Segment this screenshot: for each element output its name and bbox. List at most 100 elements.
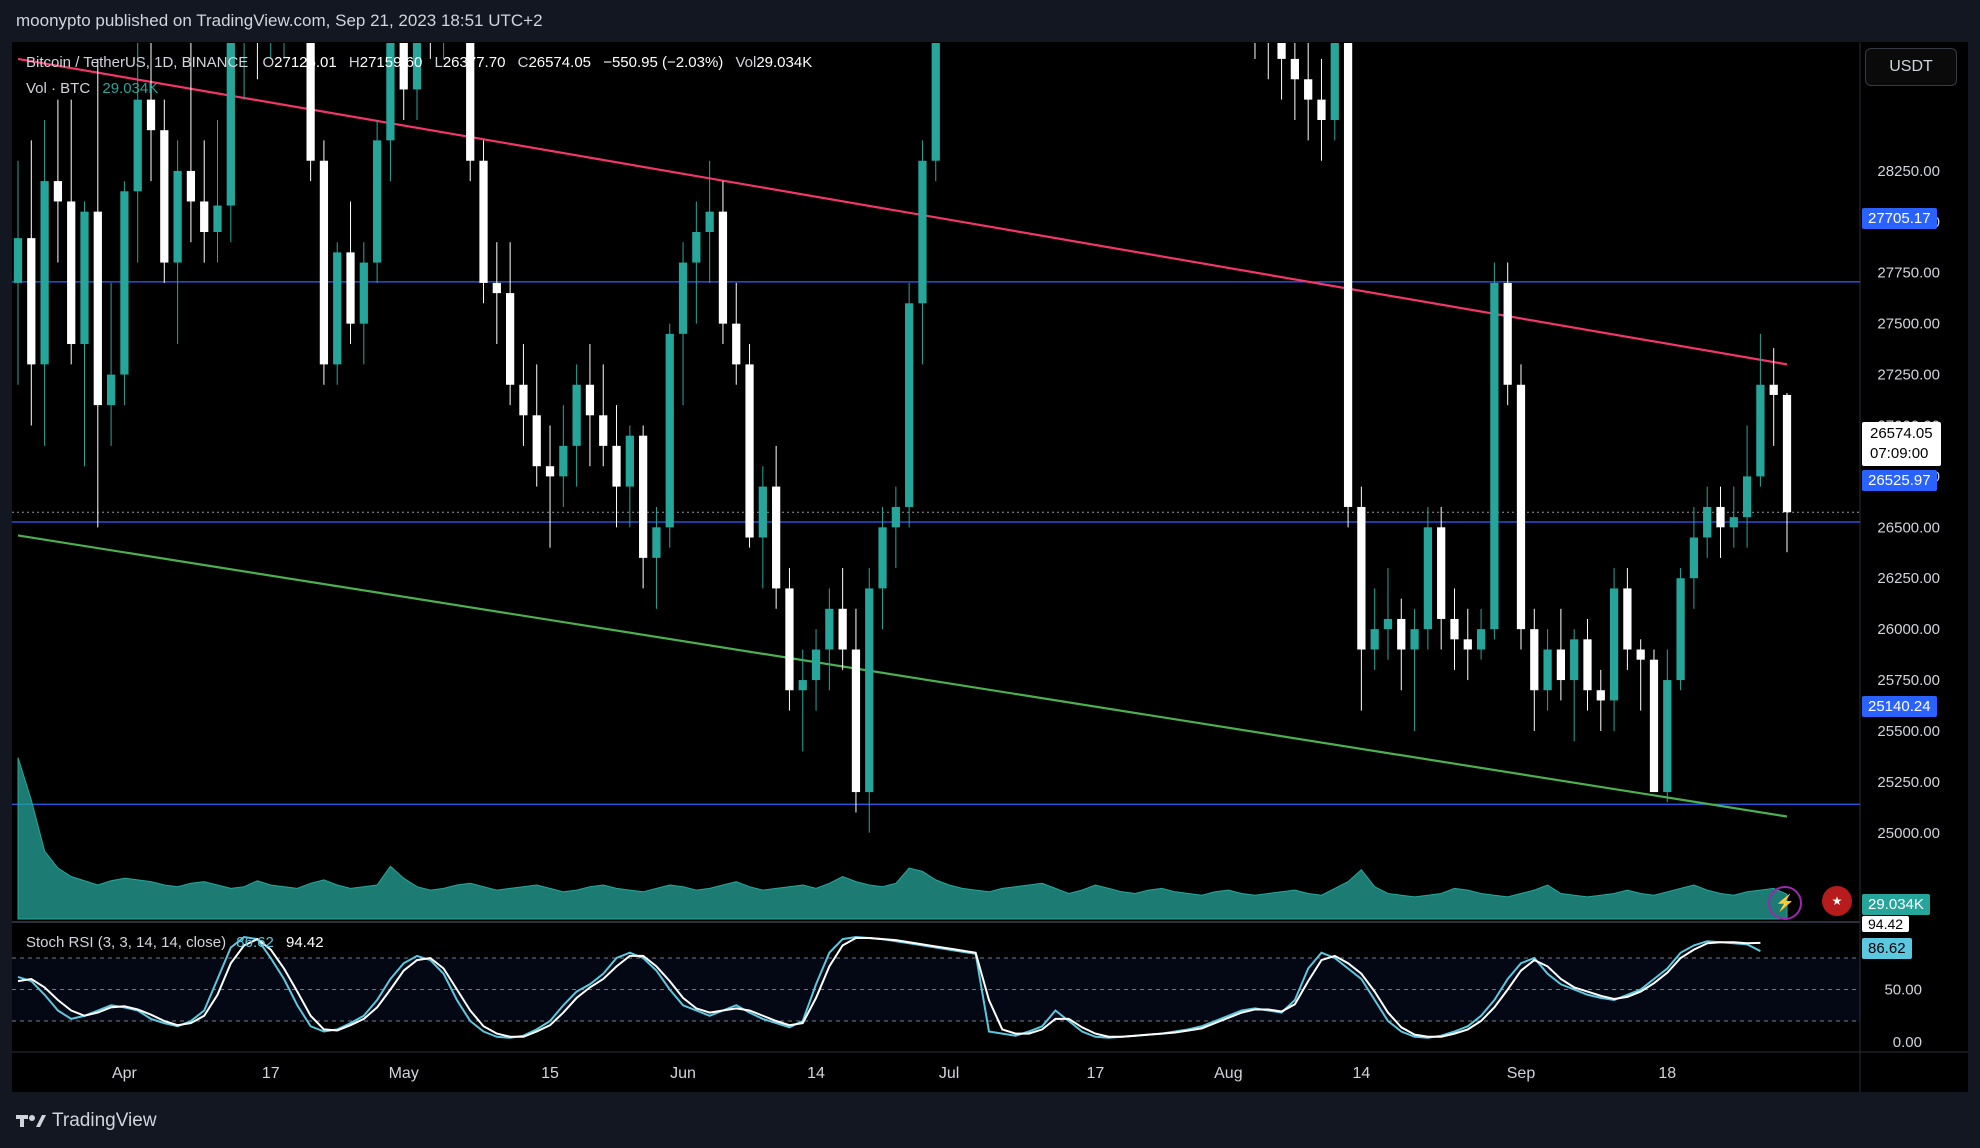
candle-body[interactable] — [1583, 639, 1592, 691]
candle-body[interactable] — [1450, 618, 1459, 640]
candle-body[interactable] — [1636, 649, 1645, 660]
candle-body[interactable] — [319, 160, 329, 365]
candle-body[interactable] — [1423, 527, 1433, 630]
candle-body[interactable] — [1769, 384, 1778, 395]
candle-body[interactable] — [532, 415, 541, 467]
candle-body[interactable] — [1476, 629, 1486, 650]
candle-body[interactable] — [718, 211, 728, 324]
candle-body[interactable] — [1649, 659, 1659, 793]
candle-body[interactable] — [931, 42, 940, 161]
candle-body[interactable] — [93, 211, 102, 406]
candle-body[interactable] — [599, 415, 608, 446]
candle-body[interactable] — [1383, 618, 1393, 630]
candle-body[interactable] — [1330, 42, 1339, 120]
candle-body[interactable] — [120, 191, 129, 375]
lightning-icon[interactable]: ⚡ — [1768, 886, 1802, 920]
candle-body[interactable] — [559, 445, 568, 477]
candle-body[interactable] — [1370, 629, 1379, 650]
candle-body[interactable] — [346, 252, 355, 324]
candle-body[interactable] — [825, 608, 834, 650]
lower-trendline[interactable] — [17, 534, 1788, 818]
candle-body[interactable] — [306, 42, 315, 161]
tradingview-logo[interactable]: TradingView — [16, 1110, 157, 1132]
candle-body[interactable] — [798, 680, 807, 691]
candle-body[interactable] — [1729, 517, 1738, 528]
candle-body[interactable] — [1490, 282, 1499, 630]
candle-body[interactable] — [386, 42, 395, 141]
candle-body[interactable] — [811, 649, 821, 681]
candle-body[interactable] — [1676, 578, 1685, 681]
candle-body[interactable] — [1277, 42, 1286, 59]
candle-body[interactable] — [519, 384, 528, 416]
candle-body[interactable] — [572, 384, 581, 446]
candle-body[interactable] — [1463, 639, 1472, 650]
candle-body[interactable] — [625, 435, 634, 487]
candle-body[interactable] — [1596, 690, 1605, 701]
candle-body[interactable] — [891, 506, 900, 528]
candle-body[interactable] — [399, 42, 408, 90]
candle-body[interactable] — [1343, 42, 1353, 507]
candle-body[interactable] — [1317, 99, 1326, 120]
rsi-d-line[interactable] — [17, 937, 1761, 1038]
candle-body[interactable] — [506, 293, 515, 385]
candle-body[interactable] — [200, 201, 209, 233]
candle-body[interactable] — [1716, 506, 1725, 528]
candle-body[interactable] — [745, 364, 754, 538]
candle-body[interactable] — [40, 181, 49, 365]
candle-body[interactable] — [1689, 537, 1699, 579]
candle-body[interactable] — [80, 211, 89, 345]
candle-body[interactable] — [1609, 588, 1619, 701]
candle-body[interactable] — [678, 262, 688, 334]
candle-body[interactable] — [412, 42, 422, 90]
candle-body[interactable] — [1543, 649, 1552, 691]
candle-body[interactable] — [1357, 506, 1366, 650]
candle-body[interactable] — [226, 42, 235, 206]
candle-body[interactable] — [838, 608, 847, 650]
candle-body[interactable] — [865, 588, 874, 793]
candle-body[interactable] — [1304, 79, 1313, 100]
candle-body[interactable] — [1742, 476, 1752, 518]
candle-body[interactable] — [918, 160, 927, 304]
candle-body[interactable] — [1703, 506, 1712, 538]
rsi-label[interactable]: Stoch RSI (3, 3, 14, 14, close) — [26, 934, 227, 951]
candle-body[interactable] — [146, 99, 156, 131]
us-flag-icon[interactable]: ★ — [1822, 886, 1852, 916]
candle-body[interactable] — [27, 238, 36, 365]
candle-body[interactable] — [359, 262, 368, 324]
candle-body[interactable] — [692, 232, 701, 263]
candle-body[interactable] — [905, 303, 914, 507]
currency-button[interactable]: USDT — [1865, 48, 1957, 86]
candle-body[interactable] — [479, 160, 488, 283]
candle-body[interactable] — [785, 588, 794, 691]
candle-body[interactable] — [851, 649, 861, 793]
candle-body[interactable] — [13, 238, 23, 283]
candle-body[interactable] — [173, 170, 182, 263]
candle-body[interactable] — [1530, 629, 1539, 691]
candle-body[interactable] — [1556, 649, 1566, 681]
candle-body[interactable] — [639, 435, 648, 558]
candle-body[interactable] — [612, 445, 621, 487]
candle-body[interactable] — [1663, 680, 1672, 793]
candle-body[interactable] — [106, 374, 116, 406]
candle-body[interactable] — [1503, 282, 1512, 385]
candle-body[interactable] — [878, 527, 887, 589]
candle-body[interactable] — [133, 99, 142, 192]
candle-body[interactable] — [545, 466, 555, 477]
candle-body[interactable] — [333, 252, 342, 365]
candle-body[interactable] — [1756, 384, 1765, 477]
candle-body[interactable] — [1290, 58, 1299, 80]
candle-body[interactable] — [758, 486, 767, 538]
candle-body[interactable] — [585, 384, 595, 416]
candle-body[interactable] — [1410, 629, 1419, 650]
candle-body[interactable] — [1782, 394, 1792, 513]
candle-body[interactable] — [186, 170, 196, 202]
candle-body[interactable] — [1397, 618, 1406, 650]
candle-body[interactable] — [772, 486, 781, 589]
candle-body[interactable] — [1570, 639, 1579, 681]
candle-body[interactable] — [1623, 588, 1632, 650]
volume-indicator-label[interactable]: Vol · BTC — [26, 80, 91, 97]
symbol-name[interactable]: Bitcoin / TetherUS, 1D, BINANCE — [26, 54, 249, 71]
candle-body[interactable] — [67, 201, 76, 345]
candle-body[interactable] — [1516, 384, 1526, 630]
candle-body[interactable] — [705, 211, 714, 233]
